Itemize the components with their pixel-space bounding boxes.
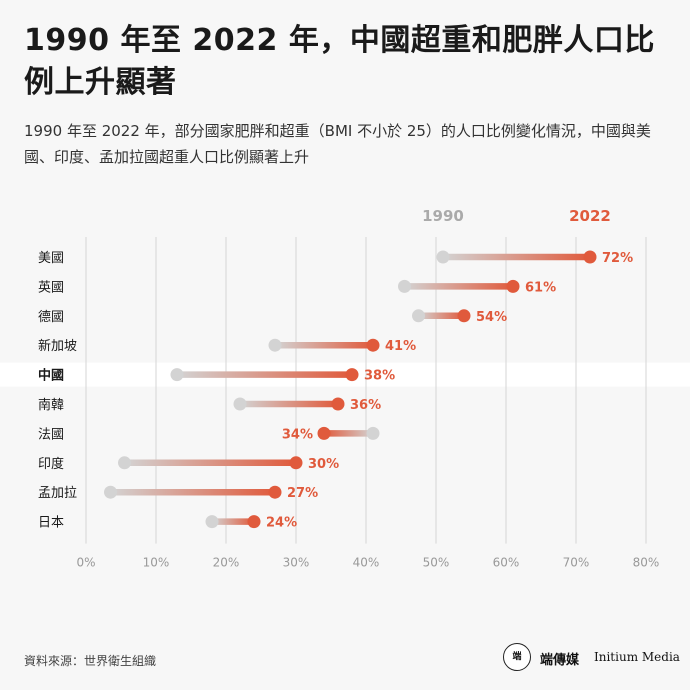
rows-layer: 美國 72% 英國 61% 德國 54% 新加坡 41% 中國 38% 南韓 36% 法國 34% 印度 30… xyxy=(38,250,633,531)
dot-1990 xyxy=(118,456,131,470)
dot-1990 xyxy=(205,515,219,529)
x-tick-label: 0% xyxy=(76,556,95,570)
country-label: 日本 xyxy=(38,516,64,531)
dot-2022 xyxy=(289,456,303,470)
value-label-2022: 24% xyxy=(266,516,297,531)
value-label-2022: 30% xyxy=(308,457,339,472)
x-tick-label: 60% xyxy=(493,556,520,570)
country-label: 中國 xyxy=(38,368,64,384)
country-label: 法國 xyxy=(38,427,64,442)
dot-2022 xyxy=(247,515,261,529)
dot-2022 xyxy=(457,309,471,323)
brand-name-english: Initium Media xyxy=(594,650,680,664)
x-axis: 0% 10% 20% 30% 40% 50% 60% 70% 80% xyxy=(76,556,659,570)
legend-layer: 1990 2022 xyxy=(422,207,611,225)
x-tick-label: 20% xyxy=(213,556,240,570)
country-label: 德國 xyxy=(38,310,64,325)
dot-2022 xyxy=(366,338,380,352)
dot-1990 xyxy=(233,397,247,411)
dot-2022 xyxy=(583,250,597,264)
dot-1990 xyxy=(170,368,184,382)
x-tick-label: 30% xyxy=(283,556,310,570)
initium-logo: 端 xyxy=(503,643,531,671)
source-note: 資料來源：世界衛生組織 xyxy=(24,654,157,668)
dot-2022 xyxy=(268,485,282,499)
value-label-2022: 41% xyxy=(385,339,416,354)
country-label: 印度 xyxy=(38,456,64,472)
legend-1990: 1990 xyxy=(422,207,464,225)
page-subtitle: 1990 年至 2022 年，部分國家肥胖和超重（BMI 不小於 25）的人口比… xyxy=(24,122,651,166)
dot-2022 xyxy=(331,397,345,411)
country-label: 南韓 xyxy=(38,397,64,413)
x-tick-label: 70% xyxy=(563,556,590,570)
dot-1990 xyxy=(268,338,282,352)
country-label: 新加坡 xyxy=(38,338,77,354)
x-tick-label: 80% xyxy=(633,556,660,570)
dot-1990 xyxy=(436,250,450,264)
value-label-2022: 61% xyxy=(525,280,556,295)
dot-1990 xyxy=(366,426,380,440)
dot-1990 xyxy=(104,485,117,499)
dumbbell-chart: 美國 72% 英國 61% 德國 54% 新加坡 41% 中國 38% 南韓 36% 法國 34% 印度 30… xyxy=(0,207,690,570)
x-tick-label: 50% xyxy=(423,556,450,570)
grid-layer xyxy=(85,237,647,544)
brand-name-chinese: 端傳媒 xyxy=(540,653,580,668)
value-label-2022: 27% xyxy=(287,486,318,501)
country-label: 美國 xyxy=(38,251,64,266)
legend-2022: 2022 xyxy=(569,207,611,225)
logo-text: 端 xyxy=(512,651,522,662)
x-tick-label: 40% xyxy=(353,556,380,570)
dot-1990 xyxy=(412,309,425,323)
dot-2022 xyxy=(506,279,520,293)
country-label: 孟加拉 xyxy=(38,486,77,501)
value-label-2022: 34% xyxy=(282,427,313,442)
page-title: 1990 年至 2022 年，中國超重和肥胖人口比例上升顯著 xyxy=(24,23,655,100)
country-label: 英國 xyxy=(38,280,64,295)
x-tick-label: 10% xyxy=(143,556,170,570)
dot-2022 xyxy=(317,426,331,440)
value-label-2022: 38% xyxy=(364,369,395,384)
value-label-2022: 72% xyxy=(602,251,633,266)
dot-2022 xyxy=(345,368,359,382)
dot-1990 xyxy=(398,279,411,293)
value-label-2022: 54% xyxy=(476,310,507,325)
value-label-2022: 36% xyxy=(350,398,381,413)
